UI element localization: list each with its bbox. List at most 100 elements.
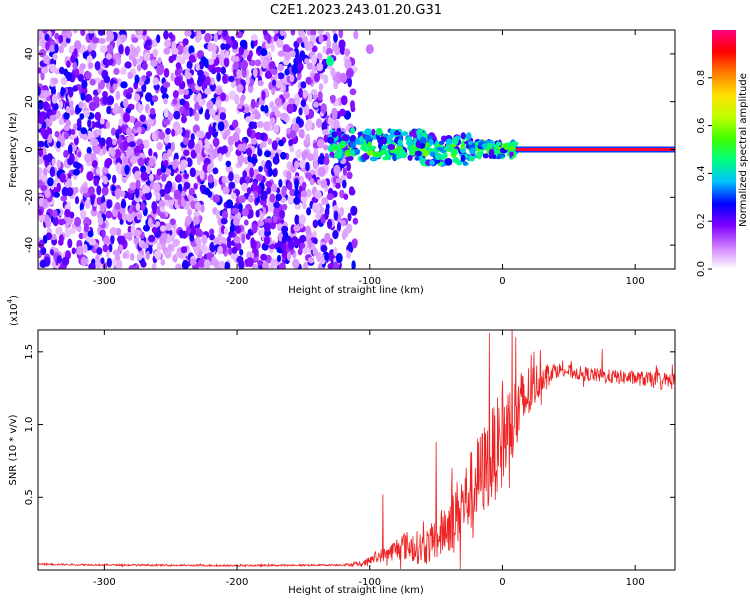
- heatmap-cell: [294, 161, 299, 169]
- heatmap-cell: [43, 101, 50, 109]
- heatmap-cell: [346, 68, 354, 78]
- heatmap-cell: [299, 215, 306, 225]
- y-tick-label: 40: [24, 48, 35, 61]
- heatmap-cell: [151, 201, 157, 211]
- heatmap-cell: [332, 144, 338, 149]
- heatmap-cell: [214, 33, 218, 42]
- heatmap-cell: [401, 131, 408, 136]
- heatmap-cell: [469, 148, 475, 155]
- heatmap-cell: [327, 137, 334, 144]
- heatmap-cell: [198, 131, 205, 139]
- heatmap-cell: [217, 246, 223, 255]
- heatmap-cell: [72, 248, 76, 255]
- heatmap-cell: [56, 141, 61, 148]
- heatmap-cell: [135, 188, 139, 198]
- heatmap-cell: [92, 36, 97, 43]
- heatmap-cell: [64, 228, 70, 238]
- heatmap-cell: [241, 233, 245, 243]
- heatmap-cell: [291, 50, 296, 57]
- heatmap-cell: [194, 248, 199, 255]
- heatmap-cell: [88, 231, 94, 238]
- heatmap-cell: [136, 180, 141, 190]
- colorbar-tick-label: 0.2: [696, 213, 707, 229]
- heatmap-cell: [236, 69, 241, 79]
- heatmap-cell: [95, 61, 101, 70]
- heatmap-cell: [81, 210, 86, 219]
- heatmap-cell: [439, 141, 445, 145]
- heatmap-cell: [213, 168, 219, 175]
- heatmap-cell: [318, 27, 324, 35]
- heatmap-cell: [96, 168, 100, 175]
- heatmap-cell: [68, 144, 73, 154]
- heatmap-cell: [102, 146, 106, 155]
- heatmap-cell: [137, 214, 142, 221]
- heatmap-cell: [182, 200, 187, 206]
- heatmap-cell: [233, 61, 239, 70]
- heatmap-cell: [139, 56, 143, 64]
- heatmap-cell: [130, 253, 134, 261]
- heatmap-cell: [85, 199, 91, 209]
- heatmap-cell: [129, 182, 136, 190]
- heatmap-cell: [298, 88, 303, 98]
- heatmap-cell: [257, 149, 262, 157]
- heatmap-cell: [176, 62, 182, 69]
- heatmap-cell: [64, 209, 71, 217]
- heatmap-cell: [273, 202, 280, 209]
- heatmap-cell: [469, 155, 475, 161]
- heatmap-cell: [184, 89, 189, 95]
- heatmap-cell: [126, 148, 132, 157]
- heatmap-cell: [220, 92, 226, 101]
- heatmap-cell: [163, 31, 168, 38]
- heatmap-cell: [385, 151, 389, 158]
- heatmap-cell: [226, 36, 232, 45]
- heatmap-cell: [437, 147, 444, 151]
- heatmap-cell: [343, 194, 348, 200]
- heatmap-cell: [115, 91, 119, 100]
- heatmap-cell: [261, 91, 265, 101]
- heatmap-cell: [396, 153, 400, 160]
- heatmap-cell: [339, 109, 346, 117]
- heatmap-cell: [435, 153, 442, 160]
- heatmap-cell: [112, 139, 117, 145]
- colorbar-tick-label: 0.4: [696, 165, 707, 181]
- heatmap-cell: [395, 130, 399, 136]
- heatmap-cell: [364, 135, 371, 141]
- heatmap-cell: [288, 240, 294, 249]
- heatmap-cell: [332, 230, 338, 239]
- y-tick-label: 0: [24, 146, 35, 152]
- heatmap-cell: [66, 187, 73, 196]
- heatmap-cell: [205, 138, 209, 145]
- heatmap-cell: [468, 141, 473, 145]
- heatmap-cell: [222, 26, 227, 36]
- heatmap-cell: [67, 239, 72, 249]
- heatmap-cell: [50, 249, 54, 255]
- heatmap-cell: [275, 153, 279, 161]
- heatmap-cell: [153, 182, 160, 191]
- heatmap-cell: [55, 227, 62, 235]
- heatmap-cell: [35, 167, 42, 176]
- heatmap-cell: [255, 59, 262, 66]
- heatmap-cell: [130, 156, 137, 164]
- heatmap-cell: [308, 93, 312, 103]
- heatmap-cell: [232, 120, 238, 128]
- spectrogram-x-label: Height of straight line (km): [288, 285, 424, 296]
- heatmap-cell: [314, 73, 320, 83]
- heatmap-cell: [163, 82, 170, 88]
- heatmap-cell: [39, 240, 45, 249]
- heatmap-cell: [53, 217, 59, 227]
- heatmap-cell: [204, 33, 211, 43]
- heatmap-cell: [380, 149, 385, 155]
- heatmap-cell: [222, 186, 229, 194]
- heatmap-cell: [253, 68, 258, 78]
- heatmap-cell: [181, 116, 187, 124]
- heatmap-cell: [231, 193, 236, 200]
- heatmap-cell: [371, 129, 375, 136]
- heatmap-cell: [332, 28, 336, 35]
- heatmap-cell: [146, 71, 152, 77]
- heatmap-cell: [258, 80, 264, 86]
- heatmap-cell: [66, 120, 71, 127]
- heatmap-cell: [264, 222, 271, 232]
- heatmap-cell: [123, 112, 130, 122]
- heatmap-cell: [260, 229, 265, 237]
- heatmap-cell: [130, 47, 137, 56]
